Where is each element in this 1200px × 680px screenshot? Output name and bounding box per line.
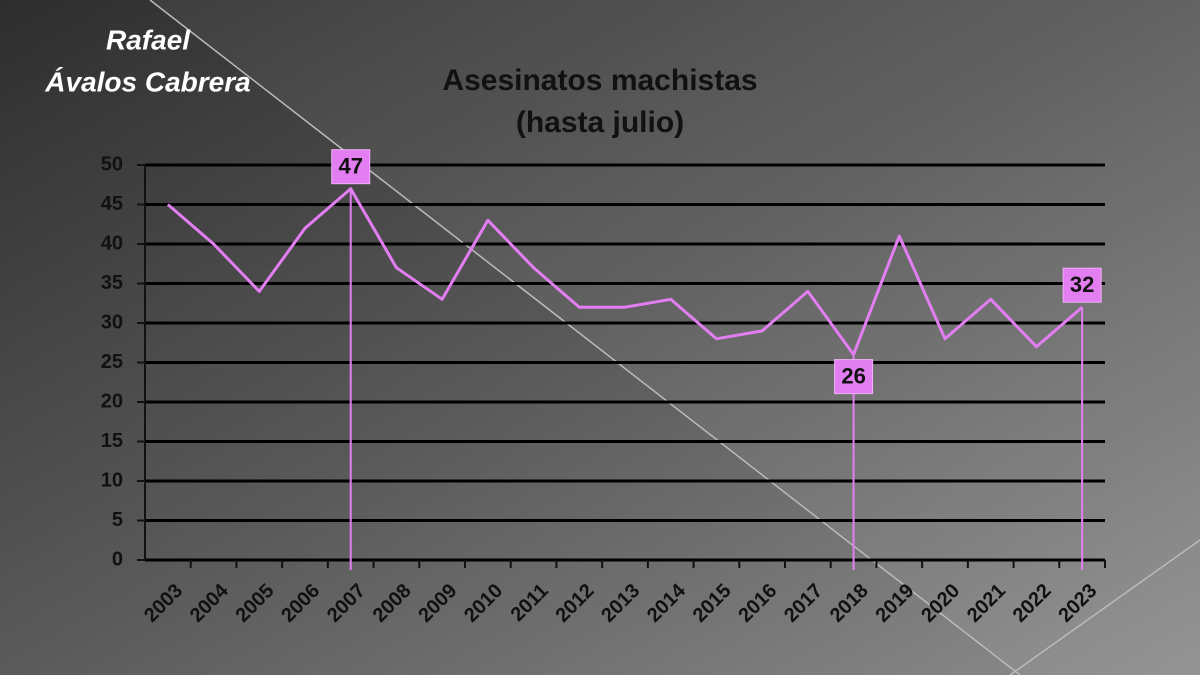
background-diagonal (149, 0, 1021, 676)
value-label: 32 (1070, 272, 1094, 297)
value-label-box (1062, 267, 1102, 303)
watermark: Ávalos Cabrera (44, 66, 250, 97)
background-diagonal (1009, 539, 1200, 676)
chart-title: Asesinatos machistas (442, 64, 757, 97)
y-tick-label: 5 (112, 509, 123, 531)
watermark: Rafael (106, 24, 191, 55)
y-tick-label: 40 (101, 232, 123, 254)
y-tick-label: 35 (101, 272, 123, 294)
y-tick-label: 50 (101, 153, 123, 175)
y-tick-label: 15 (101, 430, 123, 452)
y-tick-label: 45 (101, 193, 123, 215)
value-label-box (331, 149, 371, 185)
data-line (166, 187, 1084, 357)
background-band (150, 0, 1200, 675)
value-label: 26 (841, 363, 865, 388)
y-tick-label: 10 (101, 469, 123, 491)
value-label: 47 (338, 154, 362, 179)
chart-subtitle: (hasta julio) (516, 106, 684, 139)
y-tick-label: 20 (101, 390, 123, 412)
y-tick-label: 30 (101, 311, 123, 333)
y-tick-label: 25 (101, 351, 123, 373)
y-tick-label: 0 (112, 548, 123, 570)
value-label-box (834, 359, 874, 395)
